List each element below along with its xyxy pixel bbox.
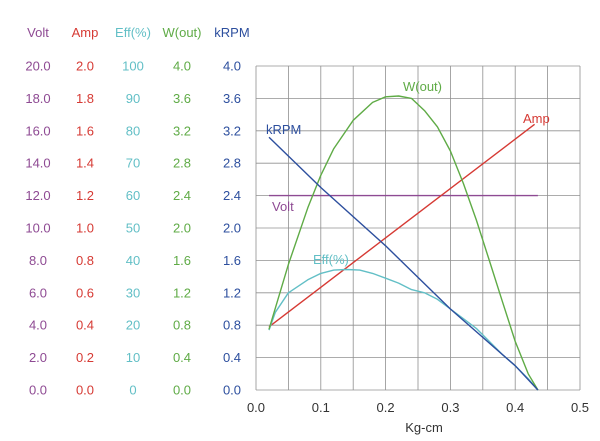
axis-tick-amp: 0.4 (76, 318, 94, 333)
axis-tick-krpm: 1.2 (223, 285, 241, 300)
axis-tick-krpm: 2.8 (223, 156, 241, 171)
axis-tick-krpm: 1.6 (223, 253, 241, 268)
axis-tick-eff: 80 (126, 123, 140, 138)
x-tick-label: 0.4 (506, 400, 524, 415)
axis-tick-wout: 1.6 (173, 253, 191, 268)
axis-tick-volt: 0.0 (29, 383, 47, 398)
axis-tick-krpm: 0.8 (223, 318, 241, 333)
axis-tick-eff: 50 (126, 221, 140, 236)
axis-tick-wout: 2.0 (173, 221, 191, 236)
axis-tick-wout: 0.8 (173, 318, 191, 333)
axis-tick-volt: 14.0 (25, 156, 50, 171)
axis-tick-eff: 60 (126, 188, 140, 203)
axis-tick-eff: 10 (126, 350, 140, 365)
axis-tick-volt: 2.0 (29, 350, 47, 365)
axis-tick-eff: 30 (126, 285, 140, 300)
grid (255, 65, 581, 391)
axis-tick-wout: 2.4 (173, 188, 191, 203)
axis-tick-wout: 3.2 (173, 123, 191, 138)
series-label-volt: Volt (272, 199, 294, 214)
axis-tick-krpm: 2.4 (223, 188, 241, 203)
axis-tick-amp: 1.8 (76, 91, 94, 106)
axis-tick-amp: 0.2 (76, 350, 94, 365)
x-axis: 0.0 0.1 0.2 0.3 0.4 0.5 (247, 400, 589, 415)
axis-tick-eff: 100 (122, 59, 144, 74)
axis-header-eff: Eff(%) (115, 25, 151, 40)
x-tick-label: 0.5 (571, 400, 589, 415)
axis-tick-krpm: 0.0 (223, 383, 241, 398)
x-tick-label: 0.3 (441, 400, 459, 415)
axis-tick-krpm: 3.2 (223, 123, 241, 138)
axis-tick-volt: 6.0 (29, 285, 47, 300)
x-axis-label: Kg-cm (405, 420, 443, 435)
axis-tick-krpm: 3.6 (223, 91, 241, 106)
axis-header-volt: Volt (27, 25, 49, 40)
axis-tick-krpm: 4.0 (223, 59, 241, 74)
series-label-wout: W(out) (403, 79, 442, 94)
axis-tick-amp: 0.0 (76, 383, 94, 398)
axis-tick-wout: 2.8 (173, 156, 191, 171)
axis-tick-eff: 40 (126, 253, 140, 268)
series-line-amp (268, 123, 536, 328)
axis-tick-volt: 18.0 (25, 91, 50, 106)
axis-header-krpm: kRPM (214, 25, 249, 40)
axis-tick-volt: 8.0 (29, 253, 47, 268)
series-line-wout (268, 95, 539, 391)
axis-tick-wout: 0.4 (173, 350, 191, 365)
series-label-eff: Eff(%) (313, 252, 349, 267)
axis-tick-amp: 0.6 (76, 285, 94, 300)
axis-tick-wout: 4.0 (173, 59, 191, 74)
axis-tick-eff: 20 (126, 318, 140, 333)
axis-tick-wout: 0.0 (173, 383, 191, 398)
axis-tick-amp: 1.6 (76, 123, 94, 138)
axis-tick-eff: 0 (129, 383, 136, 398)
axis-tick-krpm: 0.4 (223, 350, 241, 365)
axis-tick-eff: 90 (126, 91, 140, 106)
axis-tick-volt: 16.0 (25, 123, 50, 138)
series-label-amp: Amp (523, 111, 550, 126)
x-tick-label: 0.2 (377, 400, 395, 415)
axis-tick-wout: 3.6 (173, 91, 191, 106)
axis-tick-krpm: 2.0 (223, 221, 241, 236)
left-axes: Volt 0.0 2.0 4.0 6.0 8.0 10.0 12.0 14.0 16.0 18.0 2… (25, 25, 249, 398)
x-tick-label: 0.1 (312, 400, 330, 415)
axis-tick-amp: 1.2 (76, 188, 94, 203)
axis-tick-amp: 1.0 (76, 221, 94, 236)
axis-tick-volt: 4.0 (29, 318, 47, 333)
axis-tick-volt: 20.0 (25, 59, 50, 74)
axis-tick-volt: 10.0 (25, 221, 50, 236)
series-line-krpm (268, 136, 539, 391)
axis-header-wout: W(out) (163, 25, 202, 40)
axis-header-amp: Amp (72, 25, 99, 40)
x-tick-label: 0.0 (247, 400, 265, 415)
axis-tick-amp: 2.0 (76, 59, 94, 74)
series-layer: Volt Amp Eff(%) W(out) kRPM (266, 79, 550, 391)
series-label-krpm: kRPM (266, 122, 301, 137)
axis-tick-amp: 0.8 (76, 253, 94, 268)
axis-tick-eff: 70 (126, 156, 140, 171)
axis-tick-amp: 1.4 (76, 156, 94, 171)
axis-tick-wout: 1.2 (173, 285, 191, 300)
axis-tick-volt: 12.0 (25, 188, 50, 203)
